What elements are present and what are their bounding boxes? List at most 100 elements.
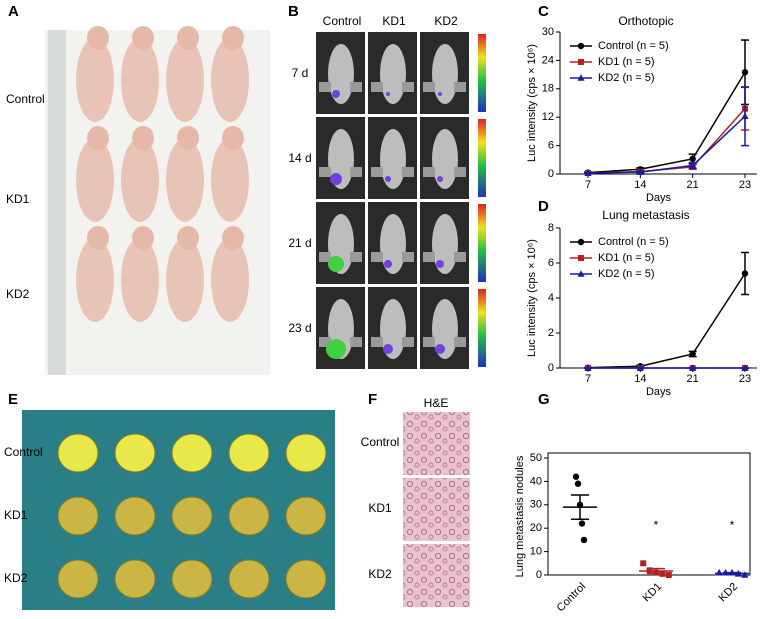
mouse	[121, 38, 159, 122]
mouse-head	[222, 226, 244, 250]
x-tick-label: Control	[555, 581, 589, 615]
x-tick-label: 21	[687, 179, 699, 191]
error-bar	[571, 494, 589, 521]
marker	[636, 364, 644, 371]
marker	[689, 350, 696, 358]
marker	[572, 473, 580, 480]
row-label: KD2	[6, 287, 30, 301]
legend-label: Control (n = 5)	[598, 236, 669, 248]
row-label: KD1	[368, 501, 392, 515]
mouse	[166, 238, 204, 322]
tape	[350, 167, 362, 177]
y-tick-label: 50	[530, 452, 542, 464]
tape	[402, 82, 414, 92]
tape	[371, 252, 383, 262]
signal	[385, 176, 391, 182]
signal	[332, 90, 340, 98]
lung	[114, 433, 156, 473]
marker	[640, 560, 647, 567]
marker	[715, 568, 723, 576]
y-tick-label: 30	[542, 26, 554, 38]
marker	[577, 42, 585, 50]
marker	[665, 572, 672, 578]
marker	[689, 161, 697, 169]
y-tick-label: 40	[530, 475, 542, 487]
y-tick-label: 0	[548, 362, 554, 374]
signal	[328, 256, 344, 272]
y-tick-label: 30	[530, 499, 542, 511]
row-label: 21 d	[288, 236, 311, 250]
mouse	[211, 138, 249, 222]
y-tick-label: 24	[542, 54, 554, 66]
row-label: KD1	[4, 508, 28, 522]
tape	[319, 167, 331, 177]
panel-label: E	[8, 391, 18, 408]
y-tick-label: 12	[542, 111, 554, 123]
marker	[578, 255, 584, 261]
mouse-head	[87, 26, 109, 50]
signal	[437, 176, 443, 182]
marker	[574, 480, 582, 487]
mouse	[121, 238, 159, 322]
marker	[580, 536, 588, 544]
scale-bar	[478, 34, 486, 112]
marker	[584, 364, 592, 371]
mouse	[121, 138, 159, 222]
signal	[436, 260, 444, 268]
tape	[371, 167, 383, 177]
row-label: 14 d	[288, 151, 311, 165]
marker	[636, 168, 644, 175]
y-tick-label: 6	[548, 140, 554, 152]
marker	[578, 59, 584, 65]
tape	[454, 167, 466, 177]
histology	[403, 412, 470, 475]
legend-label: KD1 (n = 5)	[598, 56, 655, 68]
mouse	[166, 138, 204, 222]
x-axis-label: Days	[646, 386, 672, 398]
scale-bar	[478, 119, 486, 197]
x-tick-label: 7	[585, 179, 591, 191]
mouse	[328, 44, 354, 104]
tape	[454, 252, 466, 262]
marker	[689, 155, 696, 163]
marker	[577, 270, 585, 277]
mouse	[432, 214, 458, 274]
row-label: KD1	[6, 192, 30, 206]
mouse	[380, 44, 406, 104]
significance: *	[654, 518, 659, 532]
error-bar	[647, 567, 665, 575]
column-label: KD2	[434, 14, 458, 28]
chart-title: Lung metastasis	[602, 208, 689, 222]
row-label: 23 d	[288, 321, 311, 335]
mouse-head	[177, 226, 199, 250]
tape	[454, 337, 466, 347]
lung	[57, 433, 99, 473]
lung	[171, 496, 213, 536]
row-label: KD2	[368, 567, 392, 581]
mouse-head	[177, 126, 199, 150]
signal	[330, 173, 342, 185]
mouse	[380, 299, 406, 359]
mouse	[211, 238, 249, 322]
histology	[403, 478, 470, 541]
marker	[577, 238, 585, 246]
signal	[384, 260, 392, 268]
y-tick-label: 8	[548, 222, 554, 234]
mouse	[76, 138, 114, 222]
legend-label: KD2 (n = 5)	[598, 72, 655, 84]
mouse-head	[177, 26, 199, 50]
lung	[171, 433, 213, 473]
signal	[326, 339, 346, 359]
mouse	[432, 44, 458, 104]
x-tick-label: 7	[585, 373, 591, 385]
mouse	[166, 38, 204, 122]
mouse	[380, 129, 406, 189]
column-label: KD1	[382, 14, 406, 28]
x-tick-label: KD2	[717, 581, 741, 605]
mouse-head	[132, 26, 154, 50]
scale-bar	[478, 289, 486, 367]
marker	[741, 112, 749, 120]
series-line	[587, 273, 746, 369]
mouse	[76, 238, 114, 322]
